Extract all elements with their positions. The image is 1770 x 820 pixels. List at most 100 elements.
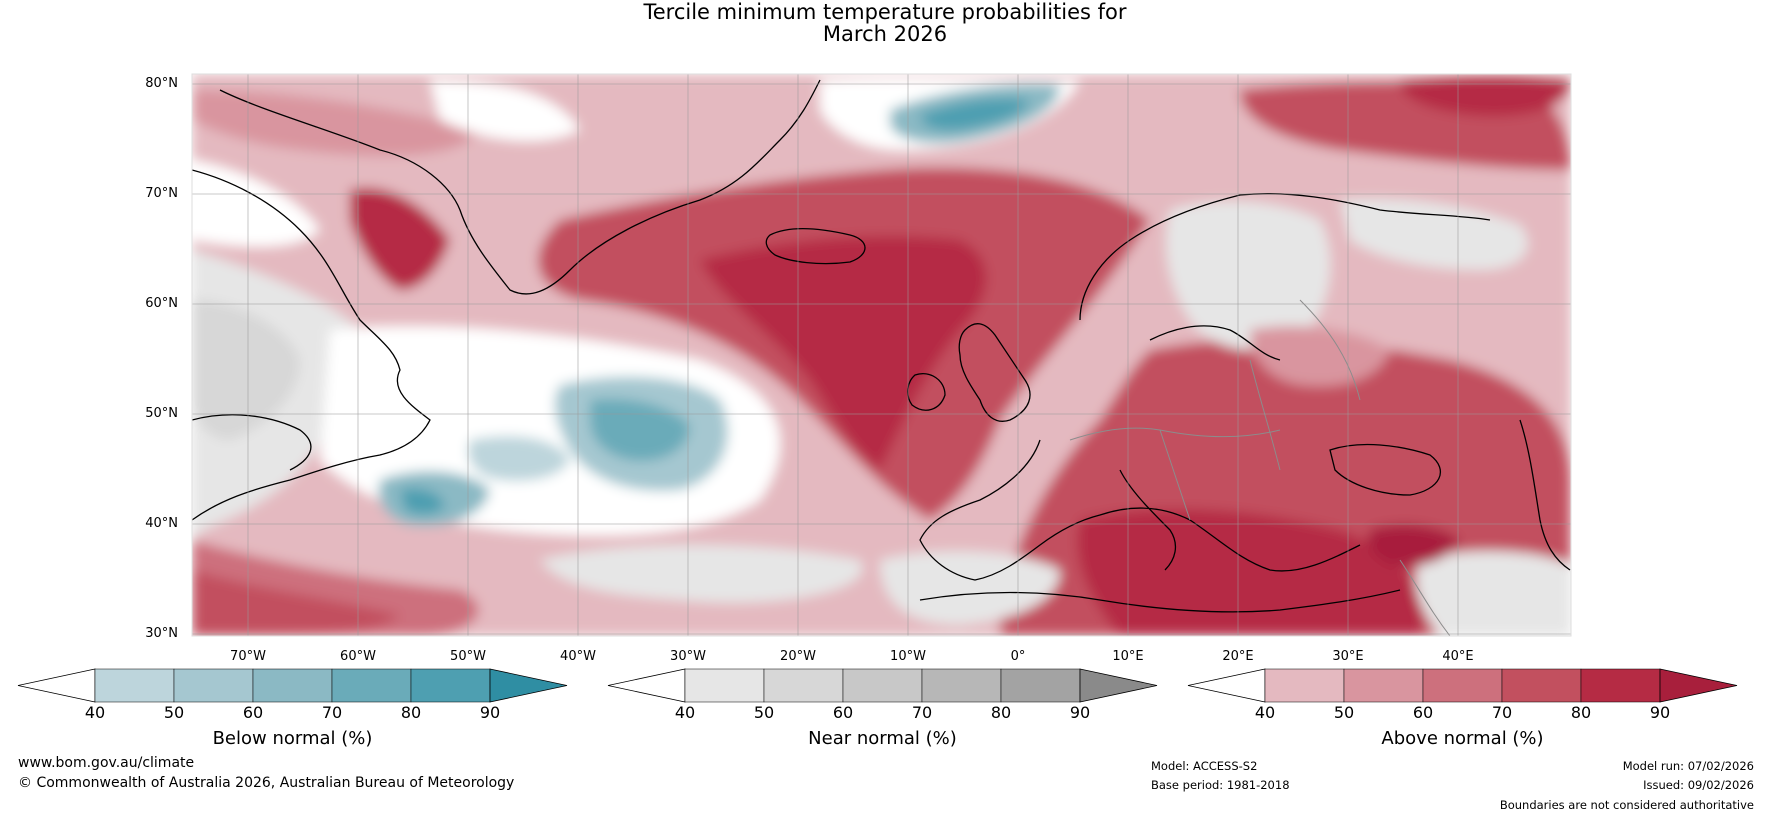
colorbar-tick-label: 50 <box>163 703 185 722</box>
colorbar-tick-label: 90 <box>1649 703 1671 722</box>
colorbar-label: Near normal (%) <box>808 728 957 749</box>
base-period: Base period: 1981-2018 <box>1151 778 1290 792</box>
latitude-label: 50°N <box>145 406 178 421</box>
colorbar-arrow-high <box>1079 668 1158 703</box>
colorbar-tick-label: 50 <box>753 703 775 722</box>
longitude-label: 20°W <box>780 649 816 664</box>
country-border <box>1299 299 1361 401</box>
colorbar-segment <box>763 668 844 703</box>
coastline <box>765 227 866 265</box>
gridlines <box>192 74 1571 636</box>
map-frame <box>191 73 1572 637</box>
coastline <box>219 79 821 295</box>
model-run-date: Model run: 07/02/2026 <box>1622 759 1754 773</box>
colorbar-tick-label: 40 <box>674 703 696 722</box>
longitude-label: 10°E <box>1112 649 1144 664</box>
colorbar-tick-label: 60 <box>832 703 854 722</box>
field-layer <box>192 74 1571 636</box>
title-line-1: Tercile minimum temperature probabilitie… <box>643 0 1127 24</box>
website-link[interactable]: www.bom.gov.au/climate <box>18 755 195 771</box>
country-border <box>1159 429 1191 521</box>
colorbar-segment <box>410 668 491 703</box>
field-patch <box>700 236 987 470</box>
field-patch <box>1077 509 1422 636</box>
coastline <box>1519 419 1571 571</box>
boundaries-disclaimer: Boundaries are not considered authoritat… <box>1499 798 1754 812</box>
colorbar-tick-label: 50 <box>1333 703 1355 722</box>
longitude-label: 0° <box>1010 649 1026 664</box>
colorbar-segment <box>1000 668 1081 703</box>
colorbar-tick-label: 70 <box>321 703 343 722</box>
field-patch <box>192 300 300 440</box>
colorbar-tick-label: 80 <box>400 703 422 722</box>
colorbar-segment <box>684 668 765 703</box>
longitude-label: 40°W <box>560 649 596 664</box>
colorbar-segment <box>1501 668 1582 703</box>
latitude-label: 60°N <box>145 296 178 311</box>
colorbar-below <box>17 668 568 703</box>
coastline <box>958 323 1031 422</box>
field-patch <box>400 488 445 515</box>
field-patch <box>1340 198 1528 270</box>
coastline <box>1149 325 1281 361</box>
latitude-label: 80°N <box>145 76 178 91</box>
field-patch <box>350 188 450 290</box>
colorbar-tick-label: 40 <box>84 703 106 722</box>
colorbar-tick-label: 90 <box>479 703 501 722</box>
field-patch <box>1250 326 1390 387</box>
latitude-label: 40°N <box>145 516 178 531</box>
field-patch <box>192 90 480 156</box>
coastline <box>1119 469 1177 571</box>
colorbar-segment <box>1422 668 1503 703</box>
colorbar-label: Above normal (%) <box>1381 728 1544 749</box>
colorbar-segment <box>331 668 412 703</box>
coastline <box>1079 193 1491 321</box>
field-patch <box>920 98 1030 131</box>
colorbar-segment <box>842 668 923 703</box>
longitude-label: 40°E <box>1442 649 1474 664</box>
field-patch <box>468 436 570 481</box>
field-patch <box>1166 201 1331 351</box>
field-patch <box>430 80 580 141</box>
colorbar-segment <box>1264 668 1345 703</box>
coastline <box>192 169 431 521</box>
colorbar-tick-label: 40 <box>1254 703 1276 722</box>
colorbar-arrow-high <box>489 668 568 703</box>
coastline <box>1329 443 1442 496</box>
longitude-label: 50°W <box>450 649 486 664</box>
copyright-notice: © Commonwealth of Australia 2026, Austra… <box>18 775 515 791</box>
field-patch <box>1400 75 1571 117</box>
probability-fields <box>192 74 1571 636</box>
colorbar-arrow-high <box>1659 668 1738 703</box>
field-patch <box>1416 550 1571 636</box>
colorbar-segment <box>252 668 333 703</box>
colorbar-segment <box>1343 668 1424 703</box>
coastlines <box>192 79 1571 636</box>
longitude-label: 20°E <box>1222 649 1254 664</box>
field-patch <box>880 551 1060 625</box>
coastline <box>919 589 1401 613</box>
longitude-label: 30°W <box>670 649 706 664</box>
colorbar-segment <box>173 668 254 703</box>
colorbar-tick-label: 90 <box>1069 703 1091 722</box>
colorbar-tick-label: 80 <box>990 703 1012 722</box>
longitude-label: 70°W <box>230 649 266 664</box>
colorbar-tick-label: 60 <box>1412 703 1434 722</box>
colorbar-tick-label: 70 <box>1491 703 1513 722</box>
colorbar-near <box>607 668 1158 703</box>
colorbar-arrow-low <box>1187 668 1266 703</box>
colorbar-segment <box>921 668 1002 703</box>
colorbar-tick-label: 70 <box>911 703 933 722</box>
colorbar-label: Below normal (%) <box>212 728 373 749</box>
longitude-label: 60°W <box>340 649 376 664</box>
latitude-label: 70°N <box>145 186 178 201</box>
model-name: Model: ACCESS-S2 <box>1151 759 1258 773</box>
colorbar-segment <box>1580 668 1661 703</box>
colorbar-arrow-low <box>607 668 686 703</box>
colorbars <box>17 668 1738 703</box>
field-patch <box>192 160 320 247</box>
coastline <box>192 414 312 471</box>
longitude-label: 30°E <box>1332 649 1364 664</box>
